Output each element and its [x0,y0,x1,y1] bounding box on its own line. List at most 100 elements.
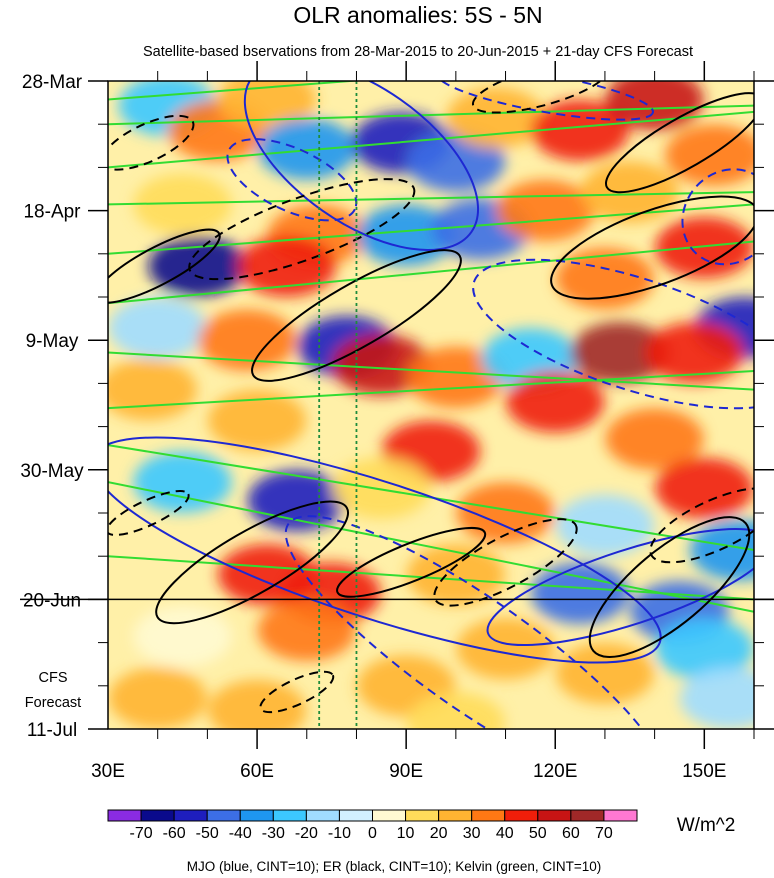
colorbar-swatch [504,809,539,822]
x-tick-label: 150E [682,761,726,782]
kelvin-contour [108,191,754,206]
mjo-contour [436,81,655,121]
y-tick-label: 11-Jul [27,720,77,741]
colorbar-tick-label: -20 [295,825,318,842]
colorbar-tick-label: 30 [463,825,481,842]
olr-anomaly-cell [108,297,207,359]
colorbar-tick-label: 50 [529,825,547,842]
colorbar-swatch [140,809,175,822]
kelvin-contour [108,370,754,410]
olr-anomaly-cell [655,457,754,519]
colorbar-swatch [206,809,241,822]
olr-anomaly-cell [645,321,744,384]
olr-anomaly-cell [530,562,630,624]
colorbar-tick-label: 40 [496,825,514,842]
colorbar-tick-label: 0 [368,825,377,842]
olr-anomaly-cell [257,118,356,180]
colorbar-tick-label: 70 [595,825,613,842]
colorbar-tick-label: -60 [163,825,186,842]
forecast-label-line2: Forecast [25,695,81,711]
olr-anomaly-cell [257,599,356,661]
olr-anomaly-cell [108,667,207,729]
x-tick-label: 90E [389,761,423,782]
colorbar-tick-label: -30 [262,825,285,842]
olr-anomaly-cell [406,346,506,408]
olr-anomaly-cell [506,371,605,433]
er-contour [259,670,335,714]
er-contour [649,487,754,564]
olr-anomaly-cell [108,359,197,421]
colorbar-tick-label: -70 [130,825,153,842]
colorbar-swatch [603,809,638,822]
er-contour [550,195,754,300]
chart-subtitle: Satellite-based bservations from 28-Mar-… [143,44,693,60]
y-tick-label: 30-May [20,461,84,482]
olr-anomaly-cell [133,173,232,235]
kelvin-contour [108,481,754,613]
olr-anomaly-cell [133,605,232,667]
mjo-contour [226,138,358,222]
colorbar-swatch [405,809,440,822]
olr-anomaly-cell [446,87,545,149]
er-contour [471,81,609,114]
mjo-contour [108,436,662,664]
olr-anomaly-cell [456,618,555,680]
colorbar-swatch [471,809,506,822]
kelvin-contour [108,110,754,169]
olr-anomaly-cell [207,389,307,451]
colorbar-unit-label: W/m^2 [677,815,736,836]
colorbar-tick-label: -50 [196,825,219,842]
colorbar-swatch [570,809,605,822]
olr-anomaly-cell [555,247,655,310]
forecast-label-line1: CFS [39,670,68,686]
er-contours [108,81,754,714]
reference-longitude-lines [318,81,358,729]
er-contour [108,114,195,171]
olr-anomaly-cell [605,408,704,470]
x-tick-label: 60E [240,761,274,782]
er-contour [155,500,350,625]
kelvin-contour [108,240,754,305]
mjo-contour [486,528,754,647]
olr-anomaly-cell [555,642,655,705]
er-contour [251,249,462,382]
olr-anomaly-cell [530,99,630,161]
chart-title: OLR anomalies: 5S - 5N [293,2,542,28]
olr-anomaly-cell [655,618,754,680]
mjo-contours [108,81,754,729]
olr-anomaly-cell [570,321,670,384]
er-contour [588,516,751,658]
colorbar-swatch [239,809,274,822]
y-tick-label: 18-Apr [23,202,81,223]
kelvin-contour [108,555,754,601]
mjo-contour [472,258,754,410]
er-contour [108,228,221,304]
mjo-contour [243,81,480,252]
y-tick-label: 9-May [26,331,79,352]
colorbar-swatch [305,809,340,822]
olr-anomaly-cell [207,679,307,729]
plot-frame [107,80,755,730]
plot-area [108,81,754,729]
colorbar-tick-label: 20 [430,825,448,842]
olr-anomaly-cell [406,544,506,606]
er-contour [336,526,487,598]
colorbar-swatch [537,809,572,822]
colorbar-swatch [438,809,473,822]
olr-anomaly-cell [148,235,247,297]
colorbar-swatch [338,809,373,822]
x-tick-label: 120E [533,761,577,782]
colorbar-tick-label: -10 [328,825,351,842]
colorbar-swatch [372,809,407,822]
colorbar-swatch [107,809,142,822]
colorbar: -70 -60 -50 -40 -30 -20 -10 0 10 20 30 40 50 60 70 [107,809,638,842]
colorbar-tick-label: 60 [562,825,580,842]
y-tick-label: 28-Mar [22,72,83,93]
colorbar-swatch [173,809,208,822]
kelvin-contour [108,81,364,101]
y-tick-label: 20-Jun [23,590,81,611]
er-contour [604,92,754,194]
olr-anomaly-cell [679,667,754,729]
kelvin-contour [108,104,754,126]
